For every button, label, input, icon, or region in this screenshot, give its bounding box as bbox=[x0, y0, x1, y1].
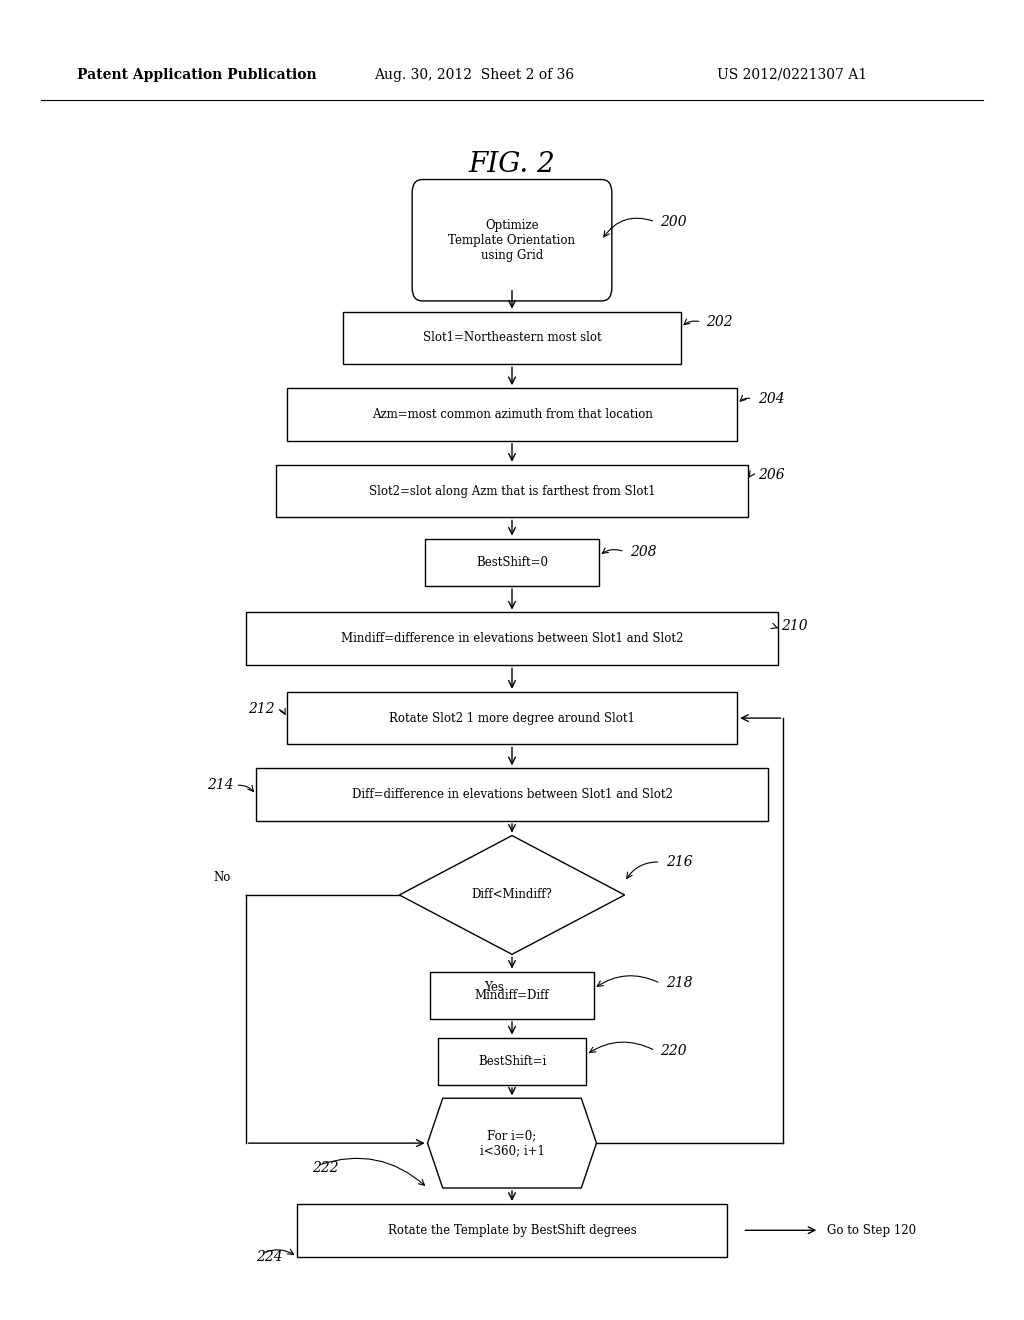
Text: 212: 212 bbox=[248, 702, 274, 715]
Text: 204: 204 bbox=[758, 392, 784, 405]
Text: Go to Step 120: Go to Step 120 bbox=[827, 1224, 916, 1237]
Text: 216: 216 bbox=[666, 855, 692, 869]
Text: Rotate the Template by BestShift degrees: Rotate the Template by BestShift degrees bbox=[388, 1224, 636, 1237]
Text: BestShift=0: BestShift=0 bbox=[476, 556, 548, 569]
Text: Slot1=Northeastern most slot: Slot1=Northeastern most slot bbox=[423, 331, 601, 345]
Bar bbox=[246, 612, 778, 665]
Text: 222: 222 bbox=[312, 1162, 339, 1175]
Text: FIG. 2: FIG. 2 bbox=[469, 152, 555, 178]
Text: 210: 210 bbox=[781, 619, 808, 632]
Bar bbox=[297, 1204, 727, 1257]
Text: 200: 200 bbox=[660, 215, 687, 228]
Text: Aug. 30, 2012  Sheet 2 of 36: Aug. 30, 2012 Sheet 2 of 36 bbox=[374, 69, 573, 82]
Text: Slot2=slot along Azm that is farthest from Slot1: Slot2=slot along Azm that is farthest fr… bbox=[369, 484, 655, 498]
Text: For i=0;
i<360; i+1: For i=0; i<360; i+1 bbox=[479, 1129, 545, 1158]
Bar bbox=[287, 388, 737, 441]
Text: Mindiff=Diff: Mindiff=Diff bbox=[475, 989, 549, 1002]
Text: Diff<Mindiff?: Diff<Mindiff? bbox=[472, 888, 552, 902]
Text: 218: 218 bbox=[666, 977, 692, 990]
Text: Patent Application Publication: Patent Application Publication bbox=[77, 69, 316, 82]
Text: 208: 208 bbox=[630, 545, 656, 558]
Text: Optimize
Template Orientation
using Grid: Optimize Template Orientation using Grid bbox=[449, 219, 575, 261]
Bar bbox=[430, 972, 594, 1019]
Text: No: No bbox=[213, 871, 230, 884]
Text: Azm=most common azimuth from that location: Azm=most common azimuth from that locati… bbox=[372, 408, 652, 421]
Text: US 2012/0221307 A1: US 2012/0221307 A1 bbox=[717, 69, 867, 82]
Text: 202: 202 bbox=[707, 315, 733, 329]
Bar bbox=[287, 692, 737, 744]
Polygon shape bbox=[399, 836, 625, 954]
Text: 220: 220 bbox=[660, 1044, 687, 1057]
Text: Yes: Yes bbox=[483, 981, 504, 994]
Text: Rotate Slot2 1 more degree around Slot1: Rotate Slot2 1 more degree around Slot1 bbox=[389, 711, 635, 725]
Text: Mindiff=difference in elevations between Slot1 and Slot2: Mindiff=difference in elevations between… bbox=[341, 632, 683, 645]
Bar bbox=[343, 312, 681, 364]
FancyBboxPatch shape bbox=[412, 180, 611, 301]
Text: 214: 214 bbox=[207, 779, 233, 792]
Text: 224: 224 bbox=[256, 1250, 283, 1263]
Bar bbox=[276, 465, 748, 517]
Bar bbox=[438, 1038, 586, 1085]
Bar bbox=[425, 539, 599, 586]
Bar bbox=[256, 768, 768, 821]
Text: BestShift=i: BestShift=i bbox=[478, 1055, 546, 1068]
Polygon shape bbox=[428, 1098, 596, 1188]
Text: 206: 206 bbox=[758, 469, 784, 482]
Text: Diff=difference in elevations between Slot1 and Slot2: Diff=difference in elevations between Sl… bbox=[351, 788, 673, 801]
